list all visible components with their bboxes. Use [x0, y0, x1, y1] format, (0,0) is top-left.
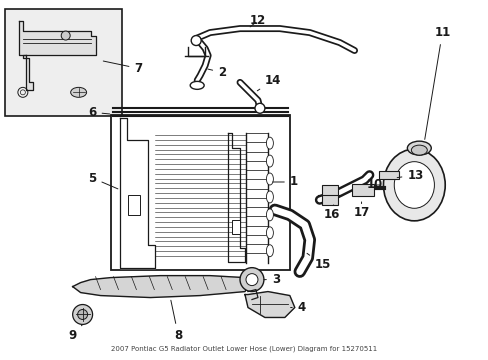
Text: 12: 12	[249, 14, 265, 27]
Ellipse shape	[190, 81, 203, 89]
Text: 8: 8	[170, 300, 182, 342]
Ellipse shape	[407, 141, 430, 155]
Text: 6: 6	[88, 106, 109, 119]
Text: 3: 3	[264, 273, 280, 286]
Bar	[128, 195, 140, 215]
Ellipse shape	[71, 87, 86, 97]
Ellipse shape	[383, 149, 444, 221]
Text: 14: 14	[257, 74, 281, 91]
Text: 15: 15	[306, 253, 330, 271]
Polygon shape	[244, 292, 294, 318]
Bar	[110, 115, 289, 270]
Circle shape	[78, 310, 87, 319]
Circle shape	[61, 31, 70, 40]
Polygon shape	[227, 133, 244, 262]
Ellipse shape	[266, 155, 273, 167]
Bar	[5, 9, 122, 116]
Text: 1: 1	[272, 175, 297, 189]
Text: 9: 9	[68, 324, 82, 342]
Bar	[321, 185, 337, 205]
Circle shape	[254, 103, 264, 113]
Polygon shape	[19, 21, 95, 55]
Ellipse shape	[410, 145, 427, 155]
Text: 4: 4	[290, 301, 305, 314]
Ellipse shape	[266, 227, 273, 239]
Bar	[379, 171, 399, 179]
Ellipse shape	[266, 137, 273, 149]
Polygon shape	[73, 276, 249, 298]
Ellipse shape	[266, 245, 273, 257]
Ellipse shape	[393, 162, 433, 208]
Text: 7: 7	[103, 61, 142, 75]
Circle shape	[191, 36, 201, 45]
Text: 2007 Pontiac G5 Radiator Outlet Lower Hose (Lower) Diagram for 15270511: 2007 Pontiac G5 Radiator Outlet Lower Ho…	[111, 346, 376, 352]
Text: 11: 11	[424, 26, 449, 139]
Text: 5: 5	[88, 171, 118, 189]
Circle shape	[245, 274, 258, 285]
Ellipse shape	[266, 191, 273, 203]
Text: 16: 16	[323, 205, 339, 221]
Text: 10: 10	[366, 179, 382, 192]
Text: 2: 2	[207, 66, 226, 79]
Bar	[232, 220, 240, 234]
Bar	[351, 184, 373, 196]
Polygon shape	[23, 55, 33, 90]
Ellipse shape	[266, 173, 273, 185]
Circle shape	[73, 305, 92, 324]
Circle shape	[240, 268, 264, 292]
Text: 13: 13	[396, 168, 423, 181]
Polygon shape	[120, 118, 155, 268]
Ellipse shape	[266, 209, 273, 221]
Text: 17: 17	[353, 202, 369, 219]
